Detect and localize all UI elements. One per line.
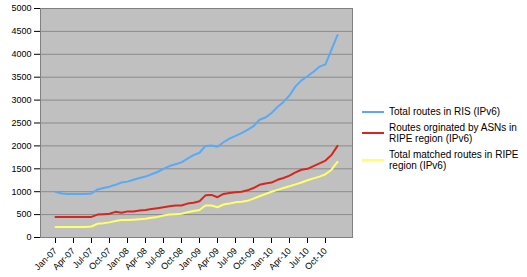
svg-text:Oct-07: Oct-07 bbox=[86, 245, 113, 272]
svg-text:3000: 3000 bbox=[11, 95, 31, 105]
svg-text:Apr-09: Apr-09 bbox=[195, 246, 221, 272]
svg-text:Jan-08: Jan-08 bbox=[104, 245, 131, 273]
svg-text:1500: 1500 bbox=[11, 164, 31, 174]
svg-text:3500: 3500 bbox=[11, 72, 31, 82]
svg-text:2000: 2000 bbox=[11, 141, 31, 151]
svg-text:Jan-07: Jan-07 bbox=[32, 245, 59, 273]
svg-text:Jan-10: Jan-10 bbox=[248, 245, 275, 273]
html-text:Total routes in RIS (IPv6): Total routes in RIS (IPv6) bbox=[389, 106, 501, 117]
svg-text:Oct-10: Oct-10 bbox=[303, 246, 329, 272]
svg-text:Jan-09: Jan-09 bbox=[176, 245, 203, 273]
svg-text:2500: 2500 bbox=[11, 118, 31, 128]
svg-text:Apr-10: Apr-10 bbox=[267, 246, 293, 272]
svg-text:4500: 4500 bbox=[11, 26, 31, 36]
svg-text:Jul-07: Jul-07 bbox=[70, 245, 95, 271]
svg-text:Jul-09: Jul-09 bbox=[214, 245, 239, 271]
svg-text:Oct-09: Oct-09 bbox=[230, 245, 257, 272]
svg-text:Jul-08: Jul-08 bbox=[142, 245, 167, 271]
svg-text:1000: 1000 bbox=[11, 187, 31, 197]
svg-text:Apr-07: Apr-07 bbox=[51, 246, 77, 272]
html-text:Routes orginated by ASNs in RI: Routes orginated by ASNs in RIPE region … bbox=[389, 122, 517, 144]
svg-text:Oct-08: Oct-08 bbox=[158, 245, 185, 272]
svg-text:Apr-08: Apr-08 bbox=[123, 246, 149, 272]
svg-text:0: 0 bbox=[26, 232, 31, 242]
svg-text:500: 500 bbox=[16, 209, 31, 219]
svg-text:4000: 4000 bbox=[11, 49, 31, 59]
html-text:Total matched routes in RIPE r: Total matched routes in RIPE region (IPv… bbox=[389, 149, 519, 171]
svg-text:Jul-10: Jul-10 bbox=[286, 245, 311, 271]
svg-text:5000: 5000 bbox=[11, 3, 31, 13]
